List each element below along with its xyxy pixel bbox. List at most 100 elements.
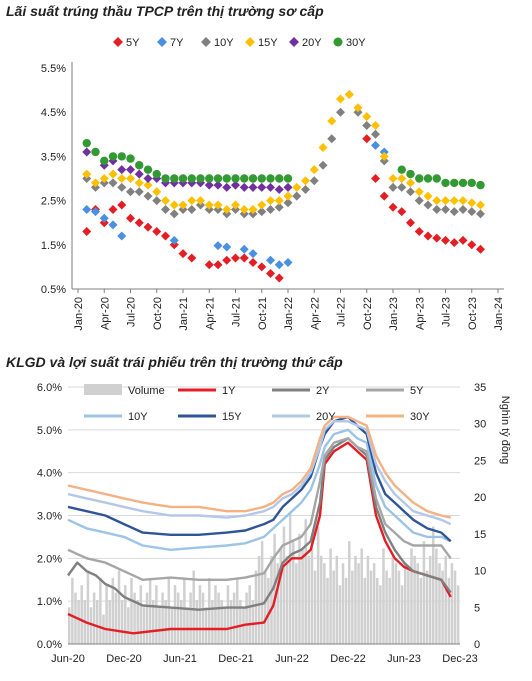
legend-label: 20Y bbox=[316, 411, 336, 423]
volume-bar bbox=[304, 519, 307, 644]
volume-bar bbox=[133, 592, 136, 644]
series-line-1y bbox=[67, 441, 452, 635]
data-point bbox=[336, 107, 345, 117]
data-point bbox=[126, 174, 135, 183]
volume-bar bbox=[298, 533, 301, 644]
volume-bar bbox=[388, 577, 391, 644]
legend-item-20y: 20Y bbox=[272, 411, 336, 423]
data-point bbox=[301, 185, 310, 195]
data-point bbox=[108, 169, 118, 179]
legend-label: 15Y bbox=[258, 37, 278, 49]
legend-marker bbox=[201, 37, 211, 47]
x-tick-label-jul-21: Jul-21 bbox=[231, 297, 243, 327]
data-point bbox=[397, 207, 407, 217]
data-point bbox=[309, 165, 319, 175]
data-point bbox=[117, 152, 126, 161]
legend-marker bbox=[333, 37, 343, 47]
data-point bbox=[432, 174, 441, 183]
data-point bbox=[353, 103, 363, 113]
legend-label: 20Y bbox=[302, 37, 322, 49]
data-point bbox=[257, 182, 267, 192]
volume-bar bbox=[410, 548, 413, 644]
volume-bar bbox=[307, 555, 311, 644]
volume-bar bbox=[248, 585, 251, 644]
data-point bbox=[204, 180, 214, 190]
legend-label: 10Y bbox=[128, 411, 148, 423]
volume-bar bbox=[260, 541, 264, 644]
x-tick-label-dec-21: Dec-21 bbox=[218, 653, 253, 665]
data-point bbox=[275, 174, 284, 183]
volume-bar bbox=[453, 570, 457, 644]
data-point bbox=[266, 182, 275, 192]
data-point bbox=[169, 235, 179, 245]
legend-label: 5Y bbox=[126, 37, 140, 49]
data-point bbox=[283, 198, 293, 208]
data-point bbox=[187, 196, 197, 206]
x-tick-label-jun-23: Jun-23 bbox=[387, 653, 421, 665]
x-tick-label-jan-22: Jan-22 bbox=[283, 297, 295, 331]
data-point bbox=[91, 178, 100, 188]
data-point bbox=[143, 165, 153, 174]
legend-item-10y: 10Y bbox=[201, 37, 234, 49]
volume-bar bbox=[372, 563, 376, 644]
y-tick-label-3-0-: 3.0% bbox=[37, 511, 62, 523]
legend-item-30y: 30Y bbox=[366, 411, 430, 423]
data-point bbox=[213, 241, 223, 251]
data-point bbox=[266, 196, 275, 206]
data-point bbox=[467, 240, 477, 250]
volume-bar bbox=[117, 570, 121, 644]
x-tick-label-apr-22: Apr-22 bbox=[309, 297, 321, 330]
legend-label: Volume bbox=[128, 385, 165, 397]
data-point bbox=[274, 196, 284, 206]
data-point bbox=[178, 200, 188, 210]
volume-bar bbox=[99, 577, 102, 644]
data-point bbox=[423, 191, 433, 201]
data-point bbox=[327, 116, 337, 126]
volume-bar bbox=[232, 592, 236, 644]
data-point bbox=[362, 112, 372, 122]
data-point bbox=[213, 260, 223, 270]
y2-tick-label-5: 5 bbox=[474, 602, 480, 614]
data-point bbox=[134, 218, 144, 228]
data-point bbox=[397, 174, 407, 183]
data-point bbox=[213, 174, 223, 183]
series-15y bbox=[82, 90, 485, 214]
volume-bar bbox=[270, 555, 273, 644]
data-point bbox=[239, 244, 249, 254]
y2-tick-label-0: 0 bbox=[474, 639, 480, 651]
data-point bbox=[213, 180, 223, 190]
volume-bar bbox=[329, 548, 332, 644]
volume-bar bbox=[276, 563, 279, 644]
data-point bbox=[187, 174, 196, 183]
x-tick-label-dec-23: Dec-23 bbox=[442, 653, 477, 665]
volume-bar bbox=[161, 592, 164, 644]
data-point bbox=[222, 242, 232, 252]
data-point bbox=[371, 140, 380, 150]
data-point bbox=[117, 165, 127, 175]
data-point bbox=[152, 196, 162, 206]
volume-bar bbox=[450, 563, 454, 644]
data-point bbox=[196, 174, 205, 183]
data-point bbox=[318, 143, 328, 153]
data-point bbox=[309, 176, 319, 186]
volume-bar bbox=[335, 555, 339, 644]
series-line-5y bbox=[67, 437, 452, 581]
volume-bar bbox=[173, 585, 177, 644]
x-tick-label-apr-23: Apr-23 bbox=[414, 297, 426, 330]
volume-bar bbox=[428, 555, 432, 644]
legend-marker bbox=[245, 37, 255, 47]
data-point bbox=[248, 174, 258, 183]
data-point bbox=[441, 235, 450, 245]
volume-bar bbox=[86, 570, 90, 644]
data-point bbox=[204, 260, 214, 270]
legend-marker bbox=[289, 37, 299, 47]
data-point bbox=[222, 182, 232, 192]
y2-tick-label-10: 10 bbox=[474, 566, 486, 578]
data-point bbox=[467, 178, 476, 188]
data-point bbox=[458, 204, 468, 214]
legend-item-30y: 30Y bbox=[333, 37, 366, 49]
data-point bbox=[248, 249, 258, 259]
data-point bbox=[126, 213, 135, 223]
volume-bar bbox=[382, 548, 385, 644]
volume-bar bbox=[217, 592, 220, 644]
